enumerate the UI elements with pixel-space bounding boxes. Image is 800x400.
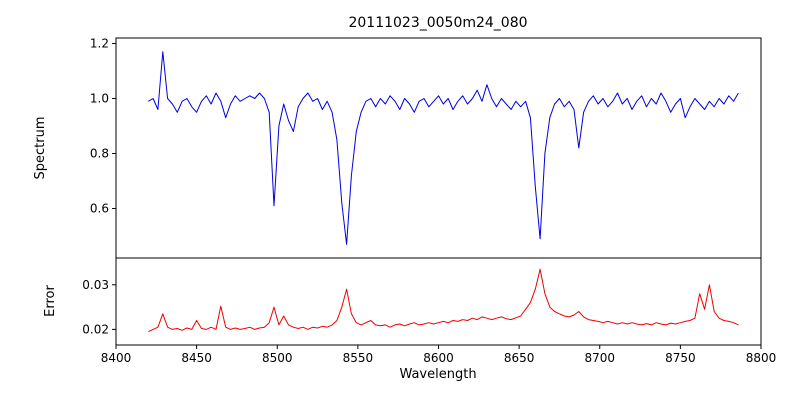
spectrum-y-tick-label: 0.8 xyxy=(90,147,109,161)
plot-content: 0.6 0.8 1.0 1.2 0.02 0.03 8400 8450 8500 8550 8600… xyxy=(82,37,776,366)
x-tick-label: 8650 xyxy=(504,351,535,365)
x-tick-label: 8500 xyxy=(262,351,293,365)
x-tick-label: 8400 xyxy=(101,351,132,365)
error-y-tick-label: 0.03 xyxy=(82,278,109,292)
x-tick-label: 8450 xyxy=(181,351,212,365)
spectrum-panel-border xyxy=(115,37,762,259)
spectrum-y-tick-label: 1.2 xyxy=(90,37,109,51)
x-tick-label: 8700 xyxy=(584,351,615,365)
spectrum-y-axis-label: Spectrum xyxy=(33,117,48,180)
x-tick-label: 8800 xyxy=(746,351,777,365)
x-axis-label: Wavelength xyxy=(399,367,476,382)
x-tick-label: 8750 xyxy=(665,351,696,365)
spectrum-y-tick-label: 0.6 xyxy=(90,202,109,216)
chart-title: 20111023_0050m24_080 xyxy=(348,15,527,31)
error-y-tick-label: 0.02 xyxy=(82,322,109,336)
spectrum-line xyxy=(148,51,739,245)
x-tick-label: 8600 xyxy=(423,351,454,365)
spectrum-y-tick-label: 1.0 xyxy=(90,92,109,106)
error-panel-border xyxy=(115,257,762,346)
error-line xyxy=(148,268,739,333)
error-y-axis-label: Error xyxy=(43,285,58,317)
x-tick-label: 8550 xyxy=(343,351,374,365)
